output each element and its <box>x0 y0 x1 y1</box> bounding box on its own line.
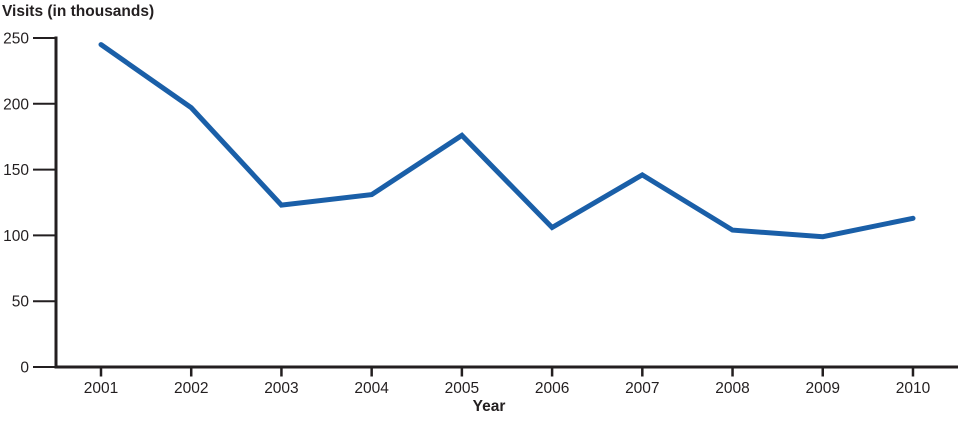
y-tick-label: 100 <box>3 228 29 245</box>
x-tick-label: 2010 <box>896 380 931 397</box>
y-axis-title: Visits (in thousands) <box>2 3 155 20</box>
x-tick-label: 2002 <box>174 380 208 397</box>
x-tick-label: 2009 <box>806 380 840 397</box>
x-tick-label: 2005 <box>445 380 479 397</box>
y-tick-label: 250 <box>3 31 29 48</box>
y-tick-label: 200 <box>3 96 29 113</box>
y-tick-label: 50 <box>12 294 30 311</box>
x-tick-label: 2006 <box>535 380 569 397</box>
x-axis-title: Year <box>472 398 506 415</box>
visits-line <box>98 42 916 240</box>
x-tick-label: 2004 <box>354 380 389 397</box>
y-tick-label: 150 <box>3 162 29 179</box>
x-tick-label: 2008 <box>715 380 749 397</box>
y-tick-label: 0 <box>20 360 29 377</box>
x-tick-label: 2007 <box>625 380 659 397</box>
x-tick-label: 2001 <box>84 380 118 397</box>
x-tick-label: 2003 <box>264 380 298 397</box>
